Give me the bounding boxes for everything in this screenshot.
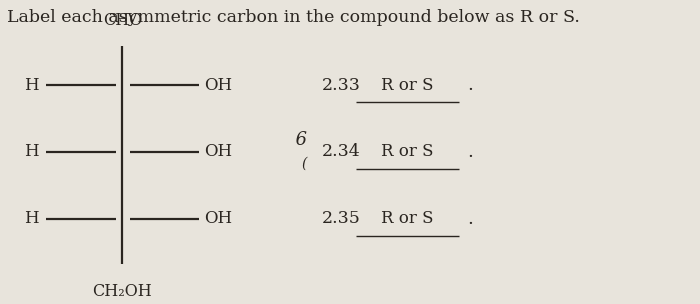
Text: CH₂OH: CH₂OH [92,283,153,300]
Text: R or S: R or S [381,77,433,94]
Text: 2.35: 2.35 [322,210,361,227]
Text: (: ( [302,157,307,171]
Text: OH: OH [204,143,232,161]
Text: .: . [468,210,473,228]
Text: .: . [468,76,473,94]
Text: 2.33: 2.33 [322,77,361,94]
Text: 9: 9 [295,125,307,143]
Text: .: . [468,143,473,161]
Text: 2.34: 2.34 [322,143,360,161]
Text: R or S: R or S [381,143,433,161]
Text: R or S: R or S [381,210,433,227]
Text: H: H [24,77,38,94]
Text: OH: OH [204,77,232,94]
Text: CHO: CHO [103,12,142,29]
Text: H: H [24,143,38,161]
Text: H: H [24,210,38,227]
Text: Label each asymmetric carbon in the compound below as R or S.: Label each asymmetric carbon in the comp… [7,9,580,26]
Text: OH: OH [204,210,232,227]
